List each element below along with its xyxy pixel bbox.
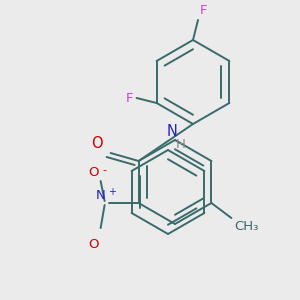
- Text: O: O: [88, 238, 99, 251]
- Text: O: O: [88, 166, 99, 179]
- Text: N: N: [167, 124, 178, 140]
- Text: +: +: [108, 187, 116, 197]
- Text: -: -: [103, 165, 106, 175]
- Text: H: H: [176, 138, 186, 151]
- Text: N: N: [96, 189, 106, 202]
- Text: O: O: [91, 136, 103, 151]
- Text: CH₃: CH₃: [234, 220, 259, 233]
- Text: F: F: [126, 92, 134, 104]
- Text: F: F: [200, 4, 208, 17]
